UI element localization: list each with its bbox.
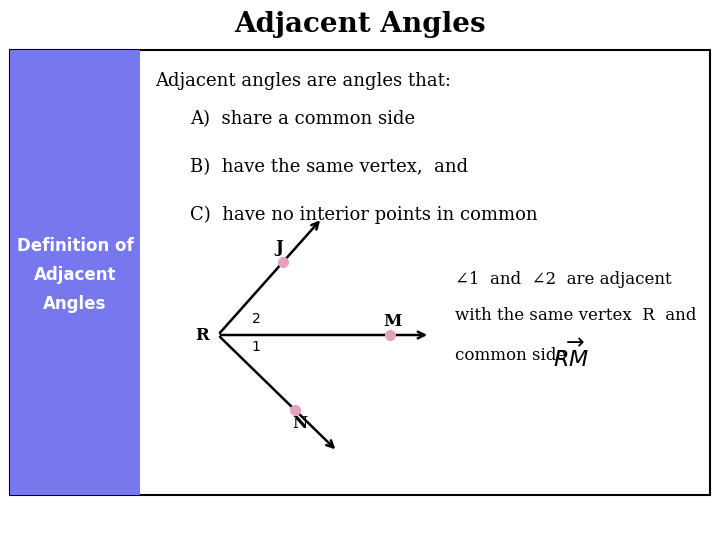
Text: N: N [292, 415, 307, 433]
Text: J: J [275, 240, 283, 256]
Text: R: R [195, 327, 209, 343]
Text: 2: 2 [251, 312, 261, 326]
Text: 1: 1 [251, 340, 261, 354]
Bar [10, 50, 710, 495]
Text: ∠1  and  ∠2  are adjacent: ∠1 and ∠2 are adjacent [455, 272, 672, 288]
Text: common side: common side [455, 347, 566, 363]
Bar [10, 50, 140, 495]
Text: Adjacent angles are angles that:: Adjacent angles are angles that: [155, 72, 451, 90]
Text: $\overrightarrow{RM}$: $\overrightarrow{RM}$ [553, 339, 589, 371]
Text: A)  share a common side: A) share a common side [190, 110, 415, 128]
Text: B)  have the same vertex,  and: B) have the same vertex, and [190, 158, 468, 176]
Text: C)  have no interior points in common: C) have no interior points in common [190, 206, 538, 224]
Text: Adjacent Angles: Adjacent Angles [234, 11, 486, 38]
Text: M: M [383, 313, 401, 329]
Text: with the same vertex  R  and: with the same vertex R and [455, 307, 696, 323]
Text: Definition of
Adjacent
Angles: Definition of Adjacent Angles [17, 237, 133, 313]
